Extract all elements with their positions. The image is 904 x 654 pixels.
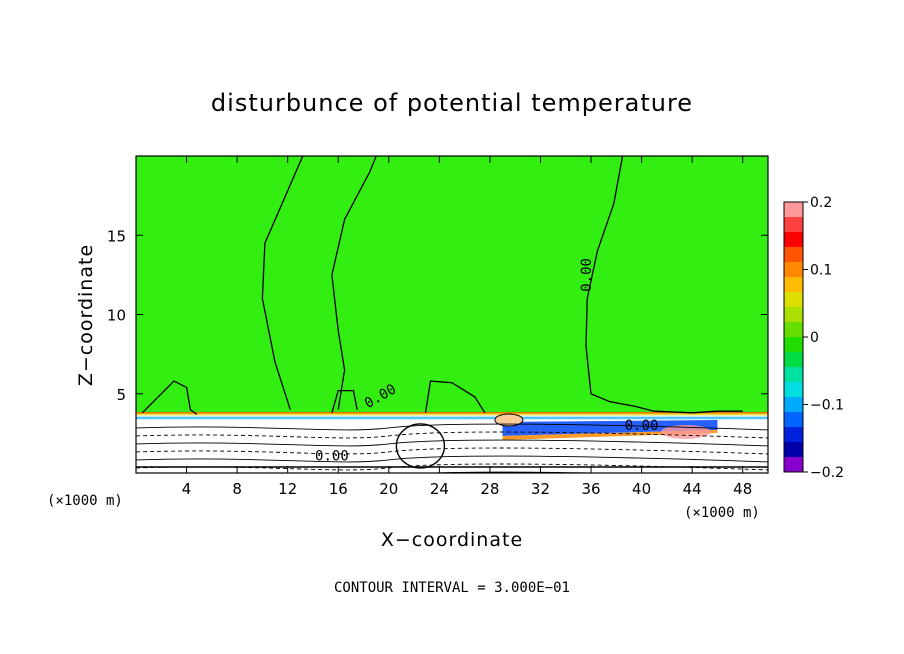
colorbar-swatch (784, 232, 803, 248)
y-axis-label: Z−coordinate (75, 244, 97, 386)
x-tick-label: 8 (232, 480, 242, 498)
zero-contour-hump-mid (331, 389, 358, 413)
cold-anomaly-band (502, 419, 718, 436)
zero-contour-small-hump-left (141, 380, 198, 415)
x-unit-label-left: (×1000 m) (47, 493, 123, 509)
colorbar-tick-label: 0 (810, 330, 819, 346)
contour-label: 0.00 (625, 418, 659, 434)
x-tick-label: 16 (329, 480, 348, 498)
y-tick-label: 15 (107, 227, 126, 245)
warm-anomaly-small (494, 413, 524, 427)
zero-contour-left-plume (261, 156, 304, 410)
colorbar-swatch (784, 337, 803, 353)
colorbar-swatch (784, 427, 803, 443)
colorbar-tick-label: 0.2 (810, 195, 832, 211)
x-tick-label: 24 (430, 480, 449, 498)
colorbar-swatch (784, 367, 803, 383)
y-tick-label: 5 (116, 386, 126, 404)
x-unit-label-right: (×1000 m) (684, 505, 760, 521)
boundary-layer (136, 411, 768, 473)
zero-contours (141, 156, 743, 415)
colorbar-tick-label: −0.2 (810, 465, 844, 481)
chart-title: disturbunce of potential temperature (211, 89, 693, 117)
colorbar-tick-label: 0.1 (810, 263, 832, 279)
x-tick-label: 4 (182, 480, 192, 498)
y-tick-label: 10 (107, 307, 126, 325)
x-tick-label: 32 (531, 480, 550, 498)
plot-area: 0.000.000.000.00 (136, 156, 768, 473)
contour-label: 0.00 (579, 258, 595, 292)
colorbar-swatch (784, 442, 803, 458)
x-tick-label: 12 (278, 480, 297, 498)
colorbar-swatch (784, 202, 803, 218)
zero-contour-hump-center (424, 380, 486, 414)
colorbar-swatch (784, 262, 803, 278)
contour-interval-note: CONTOUR INTERVAL = 3.000E−01 (334, 580, 570, 596)
x-tick-label: 48 (733, 480, 752, 498)
x-tick-label: 36 (581, 480, 600, 498)
y-axis-ticks: 5 10 15 (107, 227, 768, 404)
colorbar-swatch (784, 322, 803, 338)
colorbar-swatch (784, 397, 803, 413)
contour-label: 0.00 (315, 448, 349, 464)
cloud-bubble (395, 423, 446, 469)
x-tick-label: 20 (379, 480, 398, 498)
stratification-contour (136, 423, 768, 431)
colorbar (784, 202, 803, 473)
colorbar-swatch (784, 382, 803, 398)
x-tick-label: 40 (632, 480, 651, 498)
colorbar-swatch (784, 277, 803, 293)
x-axis-label: X−coordinate (381, 529, 523, 551)
colorbar-swatch (784, 307, 803, 323)
inversion-band (136, 411, 768, 420)
colorbar-tick-labels: 0.2 0.1 0 −0.1 −0.2 (803, 195, 844, 481)
colorbar-swatch (784, 292, 803, 308)
stratification-contour (136, 439, 768, 447)
stratification-contour (136, 431, 768, 439)
colorbar-tick-label: −0.1 (810, 398, 844, 414)
zero-contour-right-region (585, 156, 743, 414)
zero-contour-left-plume-right (331, 156, 377, 410)
colorbar-swatch (784, 247, 803, 263)
x-axis-ticks: 4 8 12 16 20 24 28 32 36 40 44 48 (182, 156, 752, 498)
colorbar-swatch (784, 457, 803, 473)
colorbar-swatch (784, 217, 803, 233)
colorbar-swatch (784, 352, 803, 368)
x-tick-label: 44 (683, 480, 702, 498)
stratification-contour (136, 447, 768, 455)
stratification-contour (136, 455, 768, 463)
colorbar-swatch (784, 412, 803, 428)
x-tick-label: 28 (480, 480, 499, 498)
